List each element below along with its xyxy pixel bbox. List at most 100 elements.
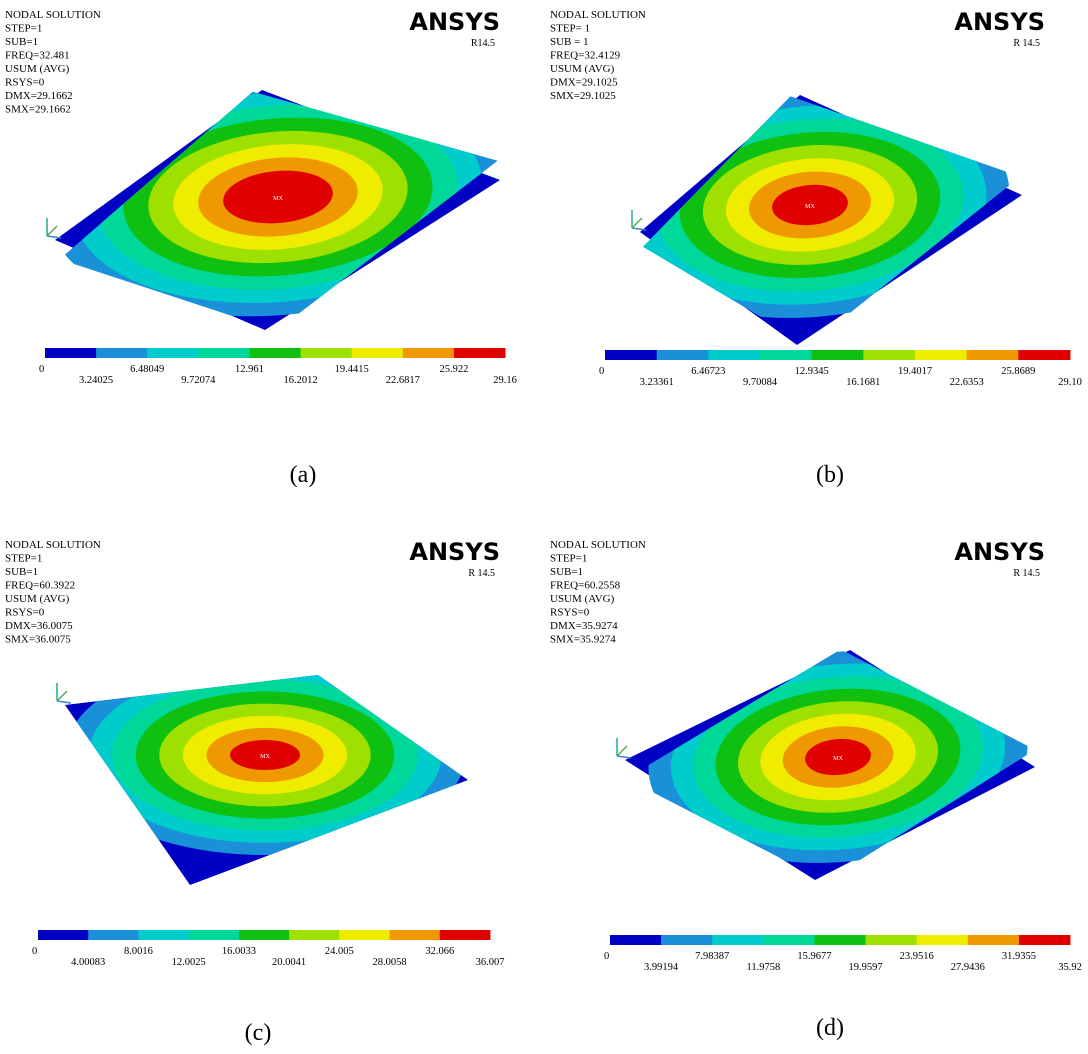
triad-x bbox=[617, 756, 631, 758]
panel: NODAL SOLUTIONSTEP=1SUB=1FREQ=60.3922USU… bbox=[5, 538, 504, 1046]
legend-label: 6.48049 bbox=[130, 364, 164, 375]
info-line: STEP=1 bbox=[550, 553, 587, 565]
info-line: RSYS=0 bbox=[5, 607, 45, 619]
legend-swatch bbox=[915, 350, 967, 360]
info-line: NODAL SOLUTION bbox=[5, 9, 101, 21]
legend-label: 16.2012 bbox=[283, 375, 317, 386]
legend-label: 19.9597 bbox=[848, 962, 882, 973]
legend-label: 24.005 bbox=[325, 946, 354, 957]
legend-label: 25.922 bbox=[439, 364, 468, 375]
legend-label: 22.6353 bbox=[950, 377, 984, 388]
max-marker: MX bbox=[805, 204, 815, 210]
legend-label: 29.10 bbox=[1058, 377, 1082, 388]
legend-swatch bbox=[917, 935, 969, 945]
legend-label: 28.0058 bbox=[372, 957, 406, 968]
version: R 14.5 bbox=[1013, 38, 1040, 49]
info-line: FREQ=32.4129 bbox=[550, 50, 621, 62]
info-line: SMX=35.9274 bbox=[550, 634, 616, 646]
legend-label: 20.0041 bbox=[272, 957, 306, 968]
caption: (b) bbox=[816, 462, 844, 488]
legend-label: 11.9758 bbox=[746, 962, 780, 973]
max-marker: MX bbox=[273, 196, 283, 202]
info-line: SUB=1 bbox=[5, 36, 38, 48]
info-line: DMX=35.9274 bbox=[550, 620, 618, 632]
version: R 14.5 bbox=[1013, 568, 1040, 579]
legend-swatch bbox=[249, 348, 301, 358]
info-line: SUB = 1 bbox=[550, 36, 589, 48]
figure-canvas: NODAL SOLUTIONSTEP=1SUB=1FREQ=32.481USUM… bbox=[0, 0, 1088, 1054]
triad-x bbox=[47, 236, 61, 238]
triad-y bbox=[617, 746, 627, 756]
info-line: DMX=29.1662 bbox=[5, 90, 73, 102]
triad-y bbox=[47, 226, 57, 236]
info-line: FREQ=32.481 bbox=[5, 50, 70, 62]
legend-swatch bbox=[812, 350, 864, 360]
info-line: STEP=1 bbox=[5, 23, 42, 35]
legend-label: 12.9345 bbox=[795, 366, 829, 377]
legend-swatch bbox=[301, 348, 353, 358]
caption: (a) bbox=[290, 462, 317, 488]
legend-swatch bbox=[657, 350, 709, 360]
legend-label: 0 bbox=[599, 366, 604, 377]
caption: (d) bbox=[816, 1015, 844, 1041]
info-line: SUB=1 bbox=[550, 566, 583, 578]
legend-label: 6.46723 bbox=[691, 366, 725, 377]
legend-label: 27.9436 bbox=[951, 962, 985, 973]
info-line: FREQ=60.2558 bbox=[550, 580, 621, 592]
ansys-logo: ANSYS bbox=[954, 8, 1045, 36]
info-line: USUM (AVG) bbox=[550, 593, 615, 605]
legend-label: 16.0033 bbox=[222, 946, 256, 957]
legend-swatch bbox=[138, 930, 189, 940]
version: R14.5 bbox=[471, 38, 495, 49]
info-line: USUM (AVG) bbox=[5, 63, 70, 75]
legend-swatch bbox=[96, 348, 148, 358]
legend-swatch bbox=[763, 935, 815, 945]
info-line: RSYS=0 bbox=[5, 77, 45, 89]
ansys-logo: ANSYS bbox=[409, 8, 500, 36]
triad-x bbox=[57, 701, 71, 703]
legend-swatch bbox=[147, 348, 199, 358]
legend-label: 9.70084 bbox=[743, 377, 778, 388]
version: R 14.5 bbox=[468, 568, 495, 579]
ansys-logo: ANSYS bbox=[409, 538, 500, 566]
legend-swatch bbox=[967, 350, 1019, 360]
legend-swatch bbox=[610, 935, 662, 945]
info-line: SMX=36.0075 bbox=[5, 634, 71, 646]
legend-swatch bbox=[1019, 935, 1071, 945]
legend-swatch bbox=[454, 348, 506, 358]
legend-swatch bbox=[38, 930, 89, 940]
legend-label: 36.007 bbox=[476, 957, 505, 968]
info-line: USUM (AVG) bbox=[5, 593, 70, 605]
info-line: SUB=1 bbox=[5, 566, 38, 578]
info-line: DMX=36.0075 bbox=[5, 620, 73, 632]
legend-label: 12.0025 bbox=[172, 957, 206, 968]
legend-swatch bbox=[708, 350, 760, 360]
legend-label: 0 bbox=[32, 946, 37, 957]
figure: NODAL SOLUTIONSTEP=1SUB=1FREQ=32.481USUM… bbox=[0, 0, 1088, 1054]
legend-label: 7.98387 bbox=[695, 951, 729, 962]
legend-label: 19.4017 bbox=[898, 366, 932, 377]
info-line: STEP=1 bbox=[5, 553, 42, 565]
panel: NODAL SOLUTIONSTEP= 1SUB = 1FREQ=32.4129… bbox=[550, 8, 1082, 488]
legend-swatch bbox=[239, 930, 290, 940]
legend-swatch bbox=[968, 935, 1020, 945]
legend-label: 3.23361 bbox=[640, 377, 674, 388]
legend-label: 32.066 bbox=[425, 946, 454, 957]
info-line: RSYS=0 bbox=[550, 607, 590, 619]
info-line: SMX=29.1025 bbox=[550, 90, 616, 102]
legend-swatch bbox=[440, 930, 491, 940]
legend-swatch bbox=[866, 935, 918, 945]
legend-label: 25.8689 bbox=[1001, 366, 1035, 377]
panel: NODAL SOLUTIONSTEP=1SUB=1FREQ=60.2558USU… bbox=[550, 538, 1082, 1041]
legend-label: 12.961 bbox=[235, 364, 264, 375]
legend-label: 31.9355 bbox=[1002, 951, 1036, 962]
legend-label: 15.9677 bbox=[797, 951, 831, 962]
legend-label: 22.6817 bbox=[386, 375, 420, 386]
legend-label: 8.0016 bbox=[124, 946, 153, 957]
legend-swatch bbox=[863, 350, 915, 360]
info-line: DMX=29.1025 bbox=[550, 77, 618, 89]
max-marker: MX bbox=[833, 756, 843, 762]
legend-label: 0 bbox=[39, 364, 44, 375]
legend-swatch bbox=[189, 930, 240, 940]
legend-label: 35.92 bbox=[1058, 962, 1082, 973]
